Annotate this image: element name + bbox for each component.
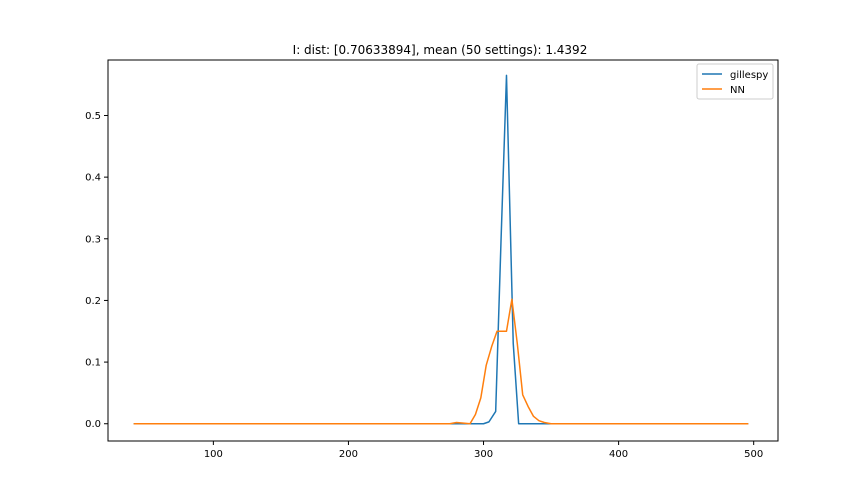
y-tick-label: 0.3	[85, 234, 101, 245]
legend-label-gillespy: gillespy	[730, 70, 768, 81]
plot-frame	[107, 59, 779, 442]
plot-marks	[133, 74, 749, 425]
y-tick-label: 0.2	[85, 296, 101, 307]
x-tick-label: 100	[204, 449, 223, 460]
y-tick-label: 0.4	[85, 173, 101, 184]
x-tick-label: 200	[339, 449, 358, 460]
x-tick-label: 300	[474, 449, 493, 460]
y-tick-label: 0.0	[85, 419, 101, 430]
x-tick-label: 500	[744, 449, 763, 460]
y-tick-label: 0.1	[85, 358, 101, 369]
x-tick-label: 400	[609, 449, 628, 460]
legend-box	[696, 63, 774, 100]
series-line-gillespy	[133, 74, 749, 425]
chart-title: I: dist: [0.70633894], mean (50 settings…	[293, 43, 588, 57]
series-line-nn	[133, 298, 749, 425]
y-tick-label: 0.5	[85, 111, 101, 122]
x-axis: 100 200 300 400 500	[204, 441, 763, 460]
legend-label-nn: NN	[730, 85, 745, 96]
y-axis: 0.0 0.1 0.2 0.3 0.4 0.5	[85, 111, 108, 430]
legend: gillespy NN	[696, 63, 774, 100]
